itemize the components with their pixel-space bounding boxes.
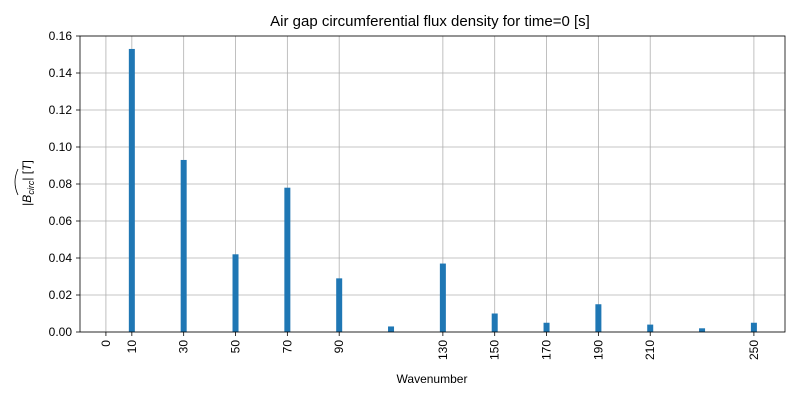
y-tick-label: 0.04	[49, 251, 73, 265]
bar	[388, 326, 395, 332]
x-tick-label: 10	[125, 340, 139, 354]
bar	[284, 187, 291, 332]
y-axis-label-unit-t: T	[20, 162, 34, 171]
plot-frame	[79, 35, 786, 333]
x-tick-label: 170	[540, 340, 554, 360]
x-tick-label: 250	[747, 340, 761, 360]
y-tick-label: 0.08	[49, 177, 73, 191]
y-axis-label: |Bcirc| [T]	[20, 160, 36, 206]
x-tick-label: 0	[99, 340, 113, 347]
bar	[647, 324, 654, 332]
y-axis-label-unit: | [	[20, 170, 34, 180]
y-axis-label-hat	[14, 168, 19, 196]
bar	[699, 328, 706, 332]
chart-title: Air gap circumferential flux density for…	[270, 13, 590, 30]
y-axis-label-sub: circ	[26, 180, 36, 194]
y-tick-label: 0.02	[49, 288, 73, 302]
ticks-layer: 0.00 0.02 0.04 0.06 0.08 0.10 0.12 0.14 0.16 0 10 3…	[49, 29, 761, 360]
y-tick-label: 0.14	[49, 66, 73, 80]
bar	[439, 263, 446, 332]
bar	[595, 304, 602, 332]
x-tick-label: 130	[436, 340, 450, 360]
bar	[336, 278, 343, 332]
x-tick-label: 210	[643, 340, 657, 360]
y-axis-label-bar: |	[20, 203, 34, 206]
bar	[180, 159, 187, 332]
y-tick-label: 0.10	[49, 140, 73, 154]
bar	[491, 313, 498, 332]
x-tick-label: 90	[332, 340, 346, 354]
x-tick-label: 150	[488, 340, 502, 360]
y-tick-label: 0.06	[49, 214, 73, 228]
x-tick-label: 50	[229, 340, 243, 354]
y-axis-label-symbol: B	[20, 195, 34, 203]
y-axis-label-close: ]	[20, 160, 34, 163]
y-tick-label: 0.00	[49, 325, 73, 339]
bar	[128, 48, 135, 332]
y-tick-label: 0.16	[49, 29, 73, 43]
y-tick-label: 0.12	[49, 103, 73, 117]
x-tick-label: 30	[177, 340, 191, 354]
bar	[543, 322, 550, 332]
x-axis-label: Wavenumber	[397, 372, 468, 386]
x-tick-label: 70	[280, 340, 294, 354]
x-tick-label: 190	[591, 340, 605, 360]
bar	[232, 254, 239, 332]
bars-layer	[128, 48, 757, 332]
bar	[750, 322, 757, 332]
